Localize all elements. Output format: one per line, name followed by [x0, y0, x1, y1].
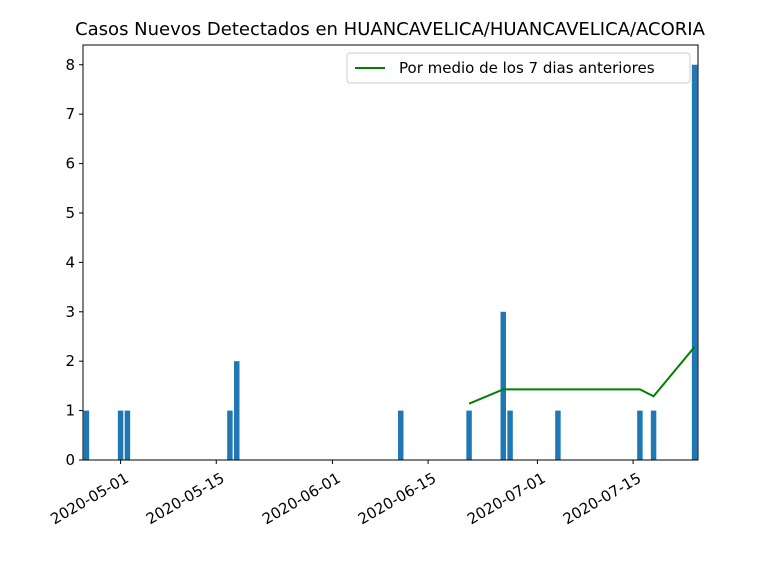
bar-2020-07-16 — [637, 410, 643, 460]
bar-2020-04-26 — [83, 410, 90, 460]
x-tick-label-2020-06-15: 2020-06-15 — [355, 469, 440, 528]
x-tick-label-2020-05-01: 2020-05-01 — [47, 469, 132, 528]
y-tick-label-8: 8 — [65, 56, 75, 74]
bar-2020-05-02 — [124, 410, 131, 460]
y-tick-label-5: 5 — [65, 204, 75, 222]
plot-frame — [82, 44, 699, 461]
y-tick-label-7: 7 — [65, 105, 75, 123]
legend-box — [346, 52, 691, 84]
x-tick-label-2020-07-01: 2020-07-01 — [464, 469, 549, 528]
legend-label-0: Por medio de los 7 dias anteriores — [399, 59, 655, 77]
series-line-0 — [468, 346, 696, 405]
line-layer — [468, 346, 696, 405]
chart-title: Casos Nuevos Detectados en HUANCAVELICA/… — [75, 19, 706, 40]
bar-2020-07-04 — [555, 410, 561, 460]
bar-2020-05-17 — [227, 410, 233, 460]
legend: Por medio de los 7 dias anteriores — [346, 52, 691, 84]
x-tick-label-2020-06-01: 2020-06-01 — [259, 469, 344, 528]
bar-2020-06-11 — [398, 410, 404, 460]
bar-2020-07-24 — [691, 64, 698, 460]
bar-2020-05-01 — [117, 410, 124, 460]
x-tick-label-2020-05-15: 2020-05-15 — [143, 469, 228, 528]
bar-2020-05-18 — [234, 361, 240, 460]
y-tick-label-6: 6 — [65, 155, 75, 173]
bar-2020-06-21 — [466, 410, 472, 460]
x-tick-label-2020-07-15: 2020-07-15 — [560, 469, 645, 528]
y-tick-label-1: 1 — [65, 402, 75, 420]
bar-2020-07-18 — [650, 410, 657, 460]
y-tick-label-0: 0 — [65, 451, 75, 469]
y-tick-label-4: 4 — [65, 253, 75, 271]
bars-group — [83, 64, 698, 460]
y-tick-label-2: 2 — [65, 352, 75, 370]
y-tick-label-3: 3 — [65, 303, 75, 321]
bar-2020-06-27 — [507, 410, 513, 460]
bar-2020-06-26 — [500, 311, 506, 460]
